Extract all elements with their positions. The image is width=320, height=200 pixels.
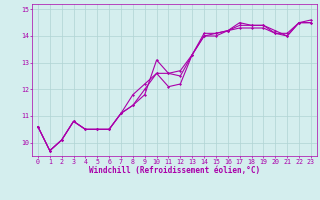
X-axis label: Windchill (Refroidissement éolien,°C): Windchill (Refroidissement éolien,°C) xyxy=(89,166,260,175)
